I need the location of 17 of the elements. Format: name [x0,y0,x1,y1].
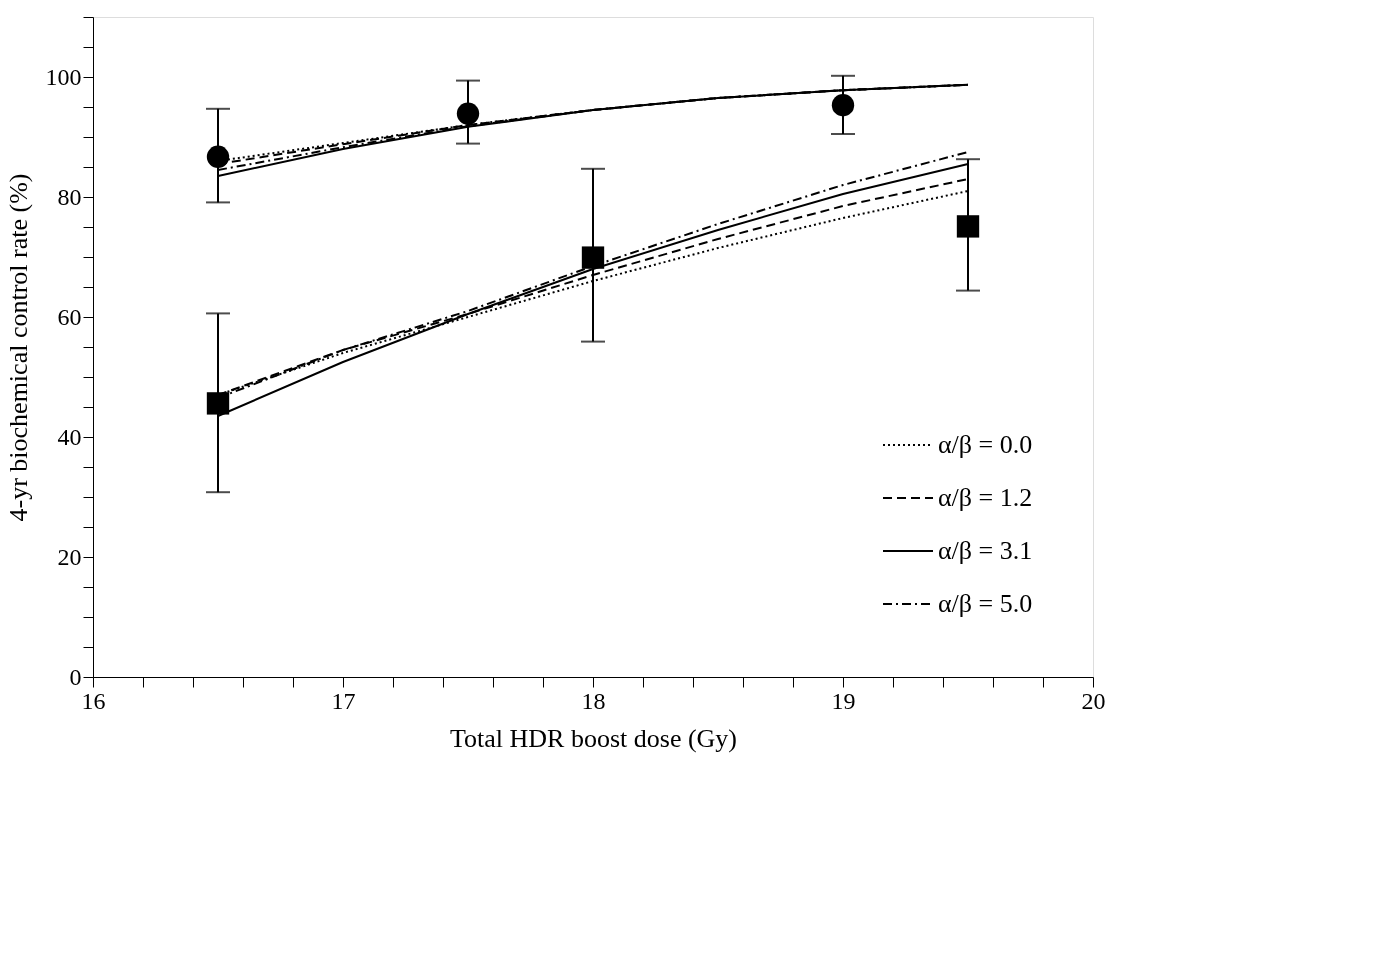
legend-label: α/β = 1.2 [938,483,1033,512]
legend-label: α/β = 0.0 [938,430,1033,459]
x-tick-label: 18 [581,687,606,714]
y-axis-title: 4-yr biochemical control rate (%) [3,173,33,522]
x-tick-label: 16 [81,687,106,714]
y-tick-label: 40 [57,423,82,450]
x-tick-label: 17 [331,687,356,714]
legend-label: α/β = 5.0 [938,589,1033,618]
x-axis-title: Total HDR boost dose (Gy) [449,723,738,753]
y-tick-label: 80 [57,183,82,210]
y-tick-label: 20 [57,543,82,570]
x-tick-label: 19 [831,687,856,714]
y-tick-label: 60 [57,303,82,330]
legend-label: α/β = 3.1 [938,536,1033,565]
x-tick-label: 20 [1081,687,1106,714]
y-tick-label: 100 [45,63,82,90]
y-tick-label: 0 [69,663,82,690]
